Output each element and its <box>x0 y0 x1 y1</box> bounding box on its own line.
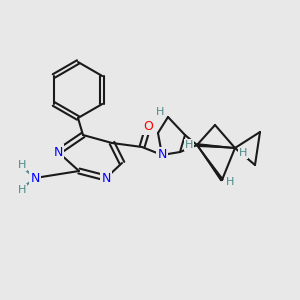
Text: H: H <box>226 177 234 187</box>
Text: N: N <box>157 148 167 161</box>
Polygon shape <box>197 145 223 181</box>
Text: N: N <box>53 146 63 158</box>
Text: N: N <box>101 172 111 184</box>
Text: H: H <box>185 140 193 150</box>
Polygon shape <box>197 144 235 148</box>
Text: H: H <box>18 185 26 195</box>
Text: O: O <box>143 121 153 134</box>
Text: H: H <box>18 160 26 170</box>
Text: H: H <box>239 148 247 158</box>
Text: N: N <box>30 172 40 184</box>
Text: H: H <box>156 107 164 117</box>
